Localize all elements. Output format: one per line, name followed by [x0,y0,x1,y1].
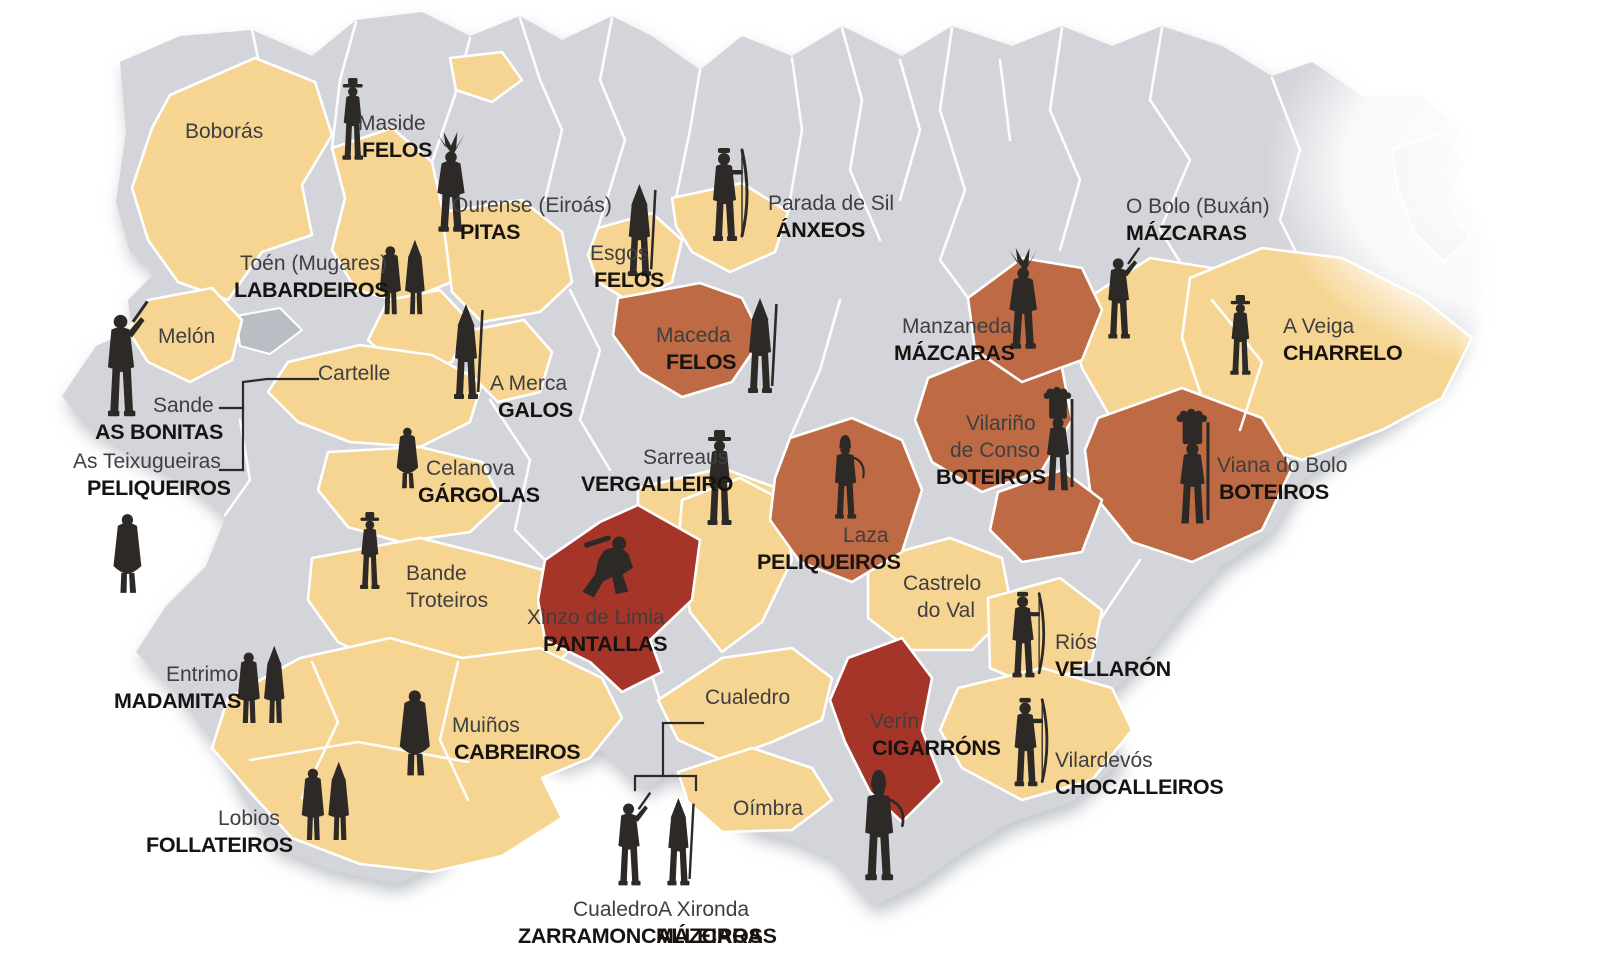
subdivision-lines [248,298,1264,802]
connector-lines [218,377,705,792]
region-verin [828,636,944,824]
region-boboras [130,56,334,302]
fade-right [1455,170,1600,490]
mazcara-xironda-figure [667,798,695,886]
region-cualedro [656,646,834,762]
region-manzaneda [966,256,1104,384]
region-ourense-eiroas [440,198,574,324]
cartelle-connector-line [241,377,320,472]
shaded-region-west [234,306,304,356]
peliqueiro-teixugueiras-figure [113,514,142,593]
region-cartelle [266,343,484,449]
region-xinzo-de-limia [536,503,702,694]
cualedro-xironda-bracket [661,721,705,778]
region-maceda [611,281,764,399]
cualedro-xironda-bracket-bar [633,774,698,792]
zarramoncalleiro-figure [618,791,652,886]
region-laza [768,416,924,584]
region-tan-north [448,50,524,104]
region-vilardevos [938,666,1134,802]
